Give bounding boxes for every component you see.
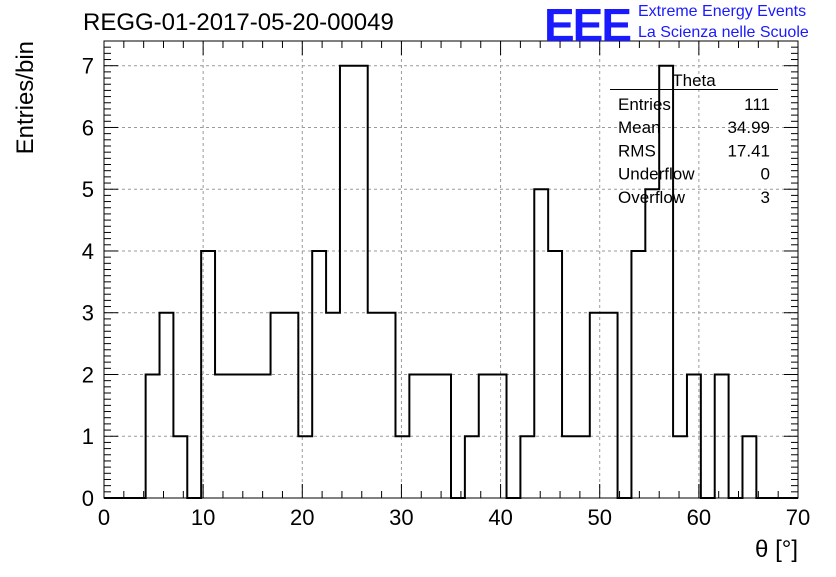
histogram-bin-11 bbox=[257, 374, 271, 498]
histogram-title: REGG-01-2017-05-20-00049 bbox=[83, 9, 394, 36]
histogram-bin-20 bbox=[382, 313, 396, 498]
histogram-bin-13 bbox=[284, 313, 298, 498]
y-tick-label: 6 bbox=[82, 115, 94, 140]
stats-label-rms: RMS bbox=[618, 141, 656, 160]
y-axis-label: Entries/bin bbox=[12, 41, 39, 154]
stats-box-name: Theta bbox=[672, 71, 716, 90]
histogram-bin-34 bbox=[576, 436, 590, 498]
histogram-bin-26 bbox=[465, 436, 479, 498]
histogram-bin-12 bbox=[271, 313, 285, 498]
histogram-bin-10 bbox=[243, 374, 257, 498]
histogram-bin-16 bbox=[326, 313, 340, 498]
y-tick-label: 7 bbox=[82, 54, 94, 79]
stats-value-underflow: 0 bbox=[761, 165, 770, 184]
stats-value-entries: 111 bbox=[744, 95, 770, 114]
histogram-bin-23 bbox=[423, 374, 437, 498]
histogram-bin-5 bbox=[173, 436, 187, 498]
histogram-bin-18 bbox=[354, 66, 368, 498]
stats-label-entries: Entries bbox=[618, 95, 671, 114]
histogram-bin-15 bbox=[312, 251, 326, 498]
histogram-bin-24 bbox=[437, 374, 451, 498]
histogram-bin-39 bbox=[645, 189, 659, 498]
x-tick-label: 30 bbox=[389, 505, 413, 530]
stats-value-mean: 34.99 bbox=[727, 118, 770, 137]
histogram-bin-33 bbox=[562, 436, 576, 498]
stats-box-divider bbox=[610, 89, 778, 90]
stats-label-underflow: Underflow bbox=[618, 165, 695, 184]
y-tick-label: 2 bbox=[82, 362, 94, 387]
histogram-bin-36 bbox=[604, 313, 618, 498]
histogram-bin-8 bbox=[215, 374, 229, 498]
histogram-bin-7 bbox=[201, 251, 215, 498]
x-tick-label: 40 bbox=[488, 505, 512, 530]
histogram-bin-21 bbox=[395, 436, 409, 498]
stats-value-rms: 17.41 bbox=[727, 141, 770, 160]
stats-label-mean: Mean bbox=[618, 118, 661, 137]
histogram-bin-35 bbox=[590, 313, 604, 498]
y-tick-label: 5 bbox=[82, 177, 94, 202]
x-tick-label: 10 bbox=[191, 505, 215, 530]
histogram-bin-14 bbox=[298, 436, 312, 498]
histogram-bin-38 bbox=[631, 251, 645, 498]
x-tick-label: 50 bbox=[587, 505, 611, 530]
histogram-bin-3 bbox=[146, 374, 160, 498]
histogram-bin-41 bbox=[673, 436, 687, 498]
histogram-bin-28 bbox=[493, 374, 507, 498]
x-tick-label: 70 bbox=[786, 505, 810, 530]
y-tick-label: 1 bbox=[82, 424, 94, 449]
histogram-bin-42 bbox=[687, 374, 701, 498]
histogram-bin-40 bbox=[659, 66, 673, 498]
x-tick-label: 0 bbox=[98, 505, 110, 530]
stats-value-overflow: 3 bbox=[761, 188, 770, 207]
histogram-bin-9 bbox=[229, 374, 243, 498]
y-tick-label: 3 bbox=[82, 301, 94, 326]
x-tick-label: 60 bbox=[687, 505, 711, 530]
x-axis-label: θ [°] bbox=[755, 536, 798, 563]
org-name-line1: Extreme Energy Events bbox=[638, 3, 807, 20]
x-tick-label: 20 bbox=[290, 505, 314, 530]
histogram-bin-31 bbox=[534, 189, 548, 498]
histogram-bin-32 bbox=[548, 251, 562, 498]
org-name-line2: La Scienza nelle Scuole bbox=[638, 24, 809, 41]
histogram-bin-27 bbox=[479, 374, 493, 498]
histogram-bin-46 bbox=[742, 436, 756, 498]
histogram-bin-22 bbox=[409, 374, 423, 498]
stats-label-overflow: Overflow bbox=[618, 188, 686, 207]
histogram-bin-19 bbox=[368, 313, 382, 498]
histogram-bin-4 bbox=[160, 313, 174, 498]
histogram-bin-30 bbox=[520, 436, 534, 498]
y-tick-label: 0 bbox=[82, 486, 94, 511]
histogram-bin-44 bbox=[715, 374, 729, 498]
histogram-outline bbox=[104, 64, 798, 499]
histogram-bin-17 bbox=[340, 66, 354, 498]
y-tick-label: 4 bbox=[82, 239, 94, 264]
eee-logo: EEE bbox=[544, 0, 632, 51]
